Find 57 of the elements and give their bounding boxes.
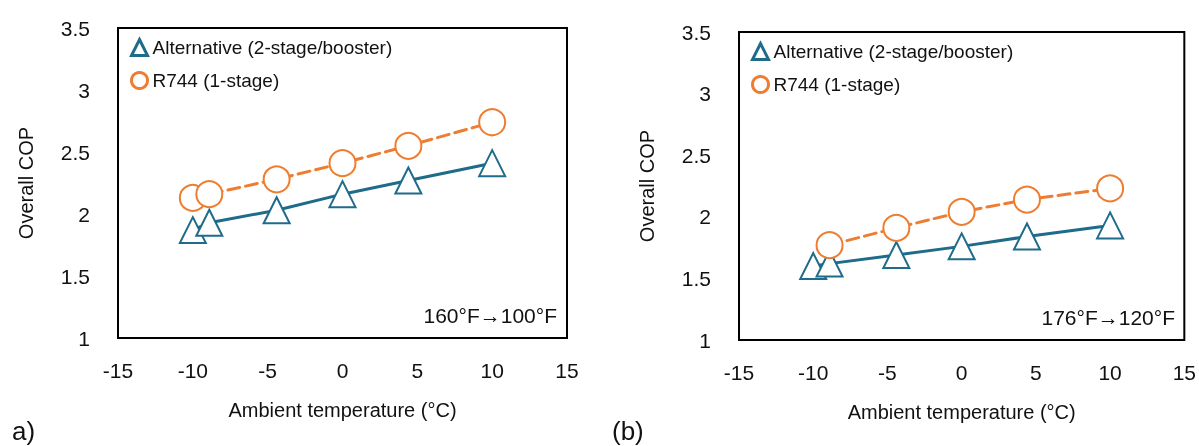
point bbox=[882, 213, 911, 242]
point bbox=[1096, 174, 1125, 203]
point bbox=[195, 180, 224, 209]
point bbox=[1013, 185, 1041, 214]
y-tick-label: 1.5 bbox=[60, 264, 90, 288]
point bbox=[328, 149, 357, 178]
y-tick-label: 1.5 bbox=[681, 266, 711, 290]
point bbox=[195, 208, 224, 237]
y-axis-title: Overall COP bbox=[636, 129, 658, 243]
legend-label: R744 (1-stage) bbox=[152, 70, 280, 91]
point bbox=[1012, 222, 1041, 251]
y-tick-label: 2.5 bbox=[681, 143, 711, 167]
point bbox=[947, 197, 976, 226]
point bbox=[947, 232, 976, 261]
legend-label: Alternative (2-stage/booster) bbox=[773, 41, 1014, 62]
x-tick-label: -5 bbox=[878, 361, 897, 384]
x-tick-label: -15 bbox=[723, 361, 755, 384]
x-tick-label: 15 bbox=[1172, 361, 1196, 384]
x-tick-label: 0 bbox=[955, 361, 968, 384]
y-tick-label: 3.5 bbox=[60, 16, 90, 40]
y-tick-label: 2 bbox=[699, 205, 711, 229]
annotation: 176°F→120°F bbox=[1041, 306, 1175, 329]
y-tick-label: 3.5 bbox=[681, 20, 711, 44]
point bbox=[478, 108, 507, 137]
text: a) bbox=[12, 416, 36, 446]
x-axis-title: Ambient temperature (°C) bbox=[228, 399, 457, 421]
x-tick-label: 5 bbox=[1030, 361, 1042, 384]
y-tick-label: 3 bbox=[78, 78, 90, 102]
point bbox=[394, 131, 423, 160]
y-axis-title: Overall COP bbox=[15, 126, 37, 240]
x-tick-label: -15 bbox=[102, 359, 134, 382]
x-tick-label: 0 bbox=[336, 359, 349, 382]
x-tick-label: -10 bbox=[177, 359, 209, 382]
point bbox=[394, 166, 423, 195]
point bbox=[262, 196, 291, 225]
y-tick-label: 1 bbox=[78, 326, 90, 350]
y-tick-label: 2 bbox=[78, 202, 90, 226]
point bbox=[1096, 211, 1125, 240]
text: (b) bbox=[612, 416, 644, 446]
x-tick-label: 5 bbox=[411, 359, 424, 382]
annotation: 160°F→100°F bbox=[423, 304, 557, 327]
x-tick-label: 15 bbox=[555, 359, 579, 382]
point bbox=[815, 231, 844, 260]
legend-label: R744 (1-stage) bbox=[773, 74, 901, 95]
point bbox=[882, 240, 911, 269]
point bbox=[328, 180, 357, 209]
x-tick-label: -5 bbox=[258, 359, 278, 382]
point bbox=[262, 165, 291, 194]
x-tick-label: -10 bbox=[798, 361, 829, 384]
y-tick-label: 3 bbox=[699, 82, 711, 106]
x-tick-label: 10 bbox=[1098, 361, 1122, 384]
point bbox=[478, 149, 507, 178]
x-tick-label: 10 bbox=[480, 359, 504, 382]
legend-label: Alternative (2-stage/booster) bbox=[152, 37, 393, 58]
x-axis-title: Ambient temperature (°C) bbox=[847, 401, 1076, 423]
y-tick-label: 2.5 bbox=[60, 140, 90, 164]
y-tick-label: 1 bbox=[699, 328, 711, 352]
